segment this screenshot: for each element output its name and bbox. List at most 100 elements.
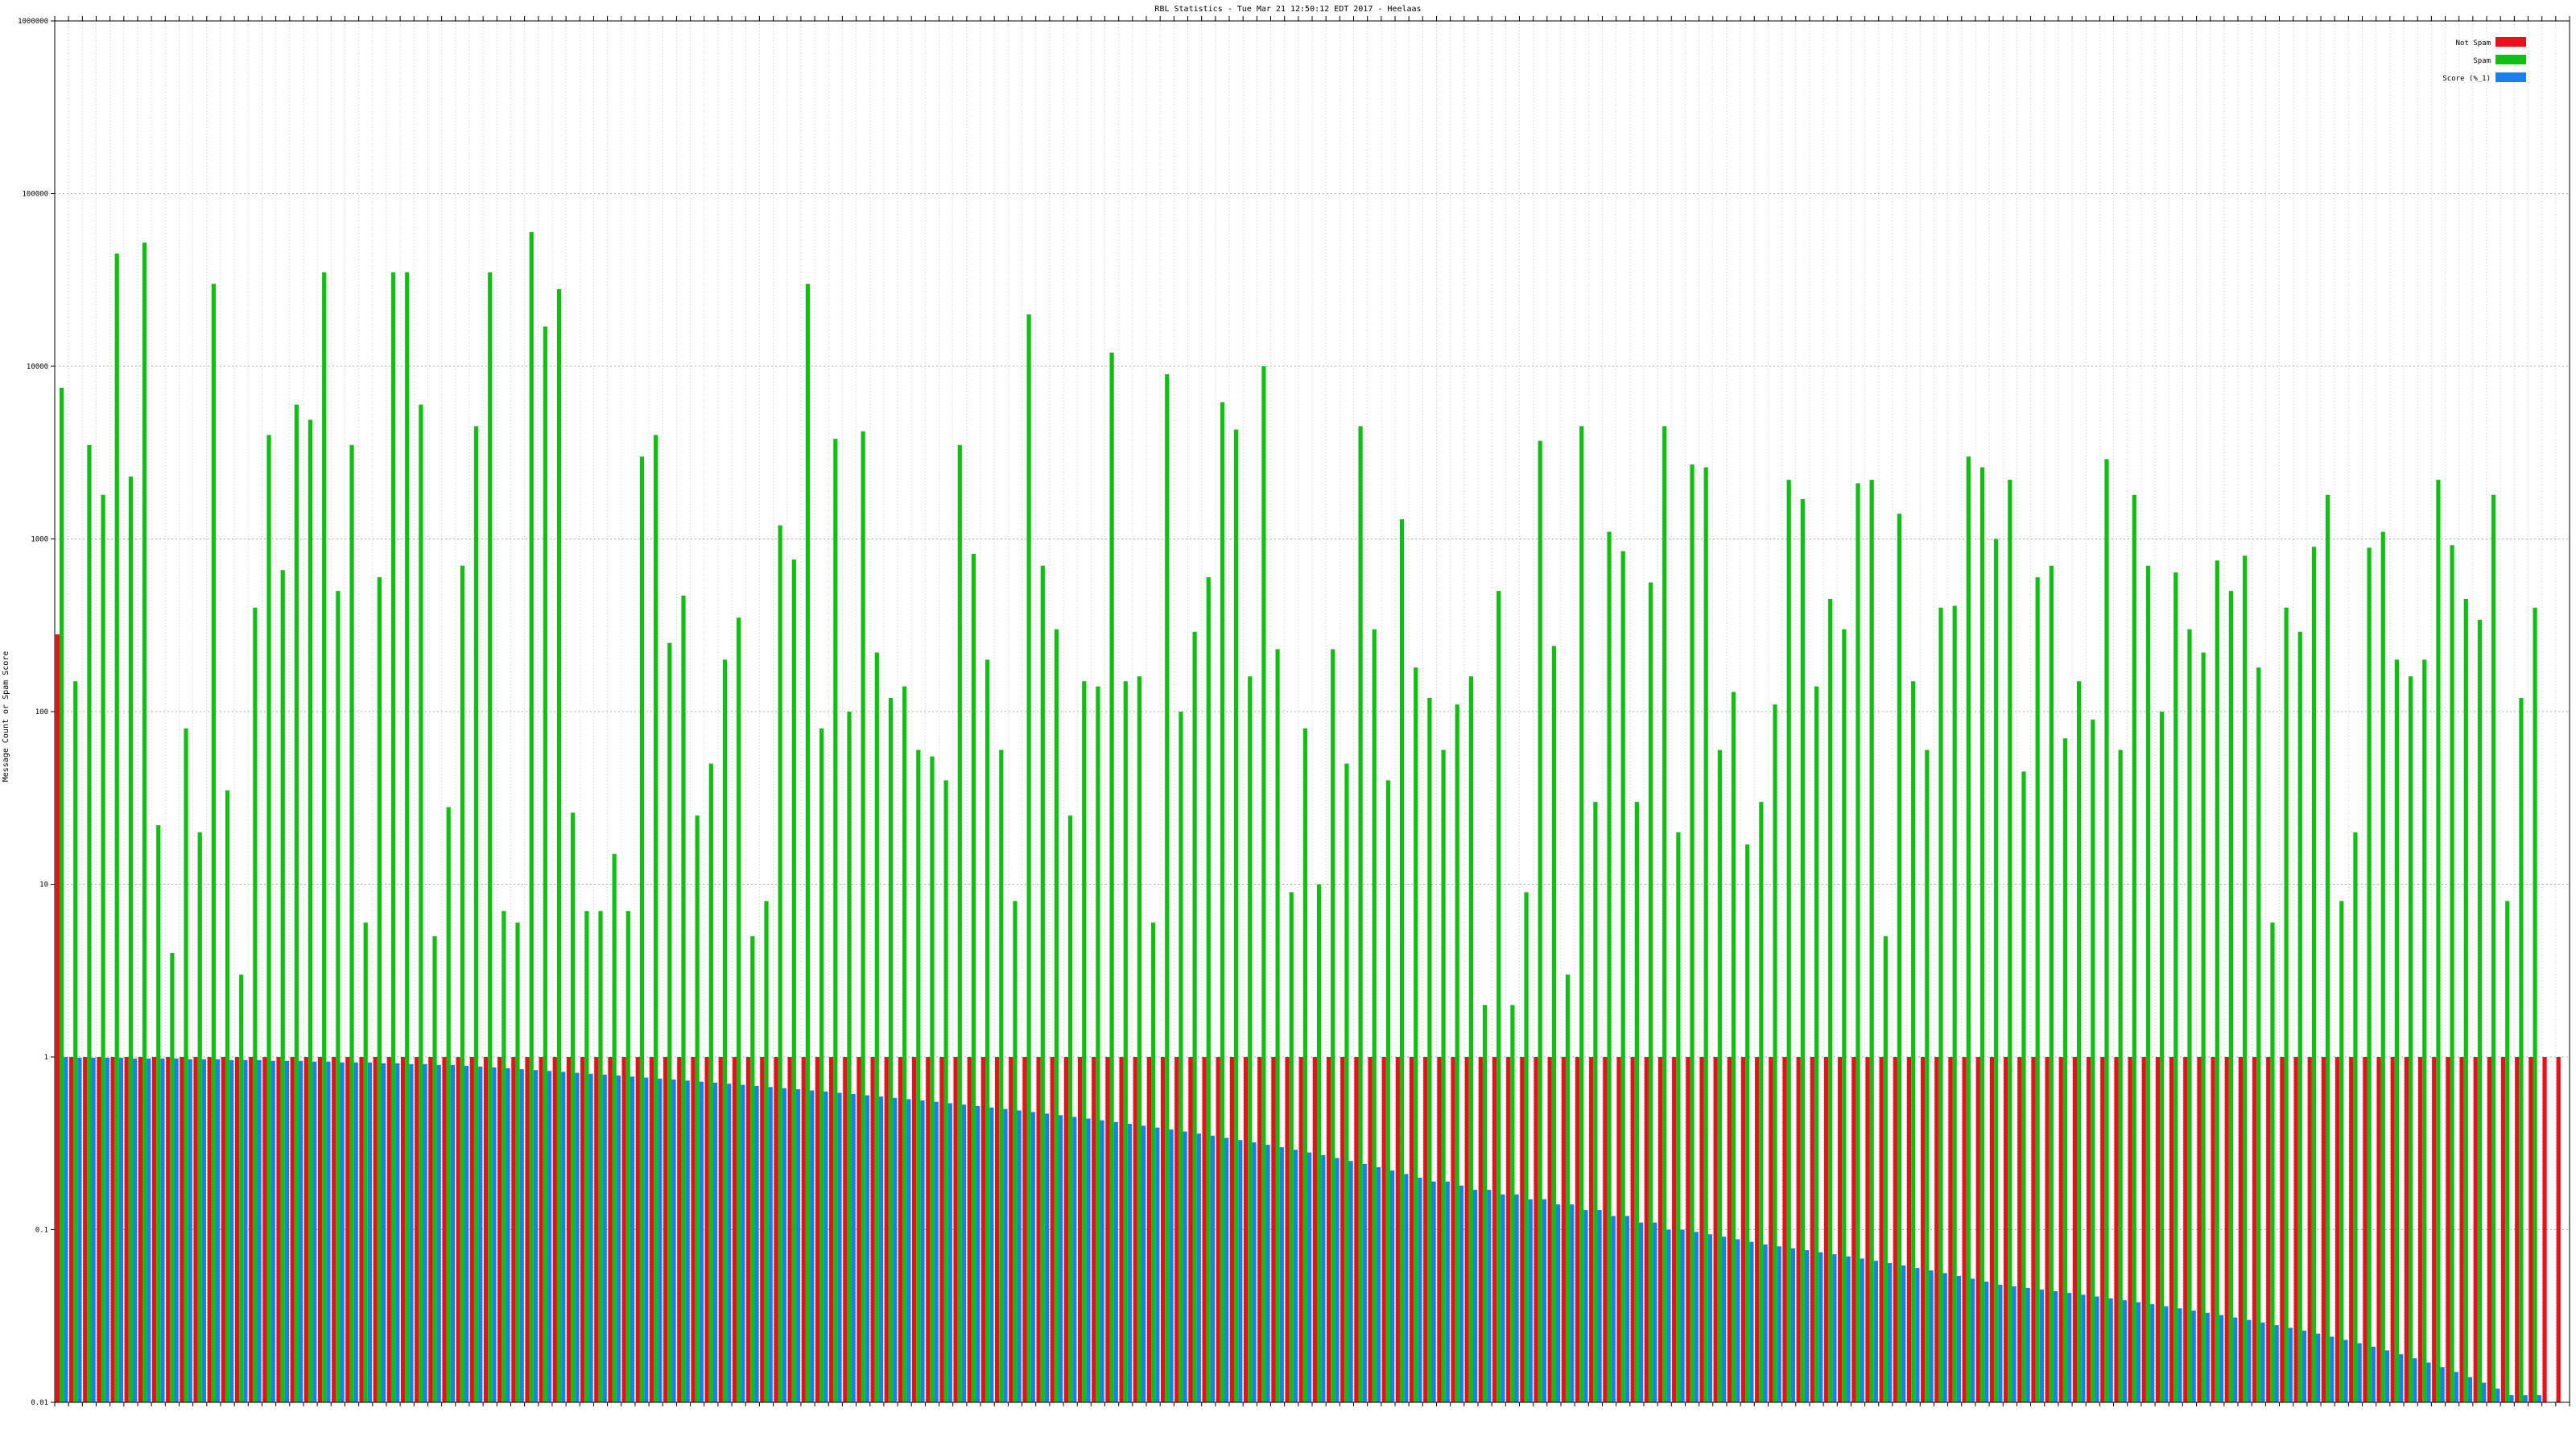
bar-score-1- [367, 1062, 373, 1402]
bar-score-1- [2523, 1395, 2528, 1402]
bar-score-1- [1736, 1239, 1740, 1402]
bar-score-1- [1472, 1190, 1478, 1402]
bar-score-1- [602, 1074, 607, 1402]
y-tick-label: 0.01 [31, 1399, 48, 1407]
bar-score-1- [561, 1071, 566, 1402]
bar-not-spam [663, 1057, 668, 1402]
bar-not-spam [2390, 1057, 2395, 1402]
bar-not-spam [345, 1057, 350, 1402]
bar-not-spam [234, 1057, 240, 1402]
bar-spam [2380, 531, 2385, 1402]
bar-spam [349, 444, 354, 1403]
bar-spam [2215, 560, 2219, 1403]
bar-not-spam [1492, 1057, 1497, 1402]
bar-spam [1165, 374, 1170, 1403]
bar-spam [861, 431, 865, 1403]
bar-not-spam [774, 1057, 778, 1402]
bar-spam [336, 591, 341, 1402]
bar-not-spam [400, 1057, 406, 1402]
bar-not-spam [68, 1057, 74, 1402]
bar-spam [2284, 607, 2289, 1402]
bar-score-1- [1362, 1163, 1367, 1402]
bar-spam [1538, 440, 1542, 1402]
bar-spam [1192, 631, 1197, 1402]
bar-spam [639, 456, 645, 1402]
bar-spam [1938, 607, 1943, 1402]
bar-score-1- [1030, 1112, 1035, 1402]
bar-not-spam [1285, 1057, 1290, 1402]
bar-spam [985, 659, 990, 1402]
bar-score-1- [2150, 1304, 2155, 1402]
bar-spam [750, 936, 755, 1402]
bar-not-spam [2238, 1057, 2244, 1402]
bar-not-spam [2459, 1057, 2464, 1402]
y-tick-label: 100000 [22, 191, 48, 199]
bar-score-1- [1915, 1268, 1920, 1402]
bar-score-1- [215, 1059, 221, 1402]
bar-not-spam [2417, 1057, 2423, 1402]
bar-not-spam [442, 1057, 447, 1402]
bar-score-1- [837, 1092, 842, 1402]
bar-score-1- [671, 1080, 676, 1402]
bar-not-spam [1368, 1057, 1373, 1402]
bar-score-1- [188, 1059, 192, 1402]
bar-score-1- [2191, 1310, 2196, 1402]
bar-spam [2132, 494, 2136, 1402]
bar-score-1- [1459, 1185, 1464, 1402]
bar-not-spam [2487, 1057, 2491, 1402]
bar-score-1- [893, 1097, 898, 1402]
bar-spam [1745, 844, 1750, 1402]
bar-spam [805, 283, 811, 1403]
bar-not-spam [2128, 1057, 2132, 1402]
bar-score-1- [630, 1076, 635, 1402]
bar-spam [737, 617, 741, 1402]
bar-spam [184, 728, 188, 1402]
bar-not-spam [1796, 1057, 1801, 1402]
bar-score-1- [2301, 1330, 2307, 1402]
bar-score-1- [947, 1103, 952, 1402]
bar-not-spam [2114, 1057, 2119, 1402]
bar-spam [432, 936, 437, 1402]
bar-spam [142, 242, 147, 1403]
bar-score-1- [2467, 1377, 2473, 1402]
bar-spam [2477, 619, 2483, 1402]
y-tick-label: 1000 [31, 536, 48, 544]
bar-score-1- [2247, 1319, 2252, 1402]
bar-spam [1759, 802, 1764, 1402]
bar-not-spam [1699, 1057, 1704, 1402]
bar-spam [2394, 659, 2400, 1402]
bar-spam [2021, 771, 2026, 1402]
chart-title: RBL Statistics - Tue Mar 21 12:50:12 EDT… [1154, 5, 1421, 14]
bar-not-spam [276, 1057, 281, 1402]
bar-not-spam [857, 1057, 861, 1402]
bar-score-1- [2233, 1317, 2238, 1402]
bar-spam [2091, 719, 2095, 1402]
bar-score-1- [2509, 1395, 2514, 1402]
bar-not-spam [621, 1057, 626, 1402]
bar-not-spam [1409, 1057, 1414, 1402]
bar-score-1- [2399, 1354, 2404, 1402]
bar-spam [73, 681, 78, 1402]
bar-score-1- [1113, 1121, 1118, 1402]
bar-score-1- [436, 1064, 441, 1402]
bar-score-1- [1790, 1248, 1795, 1402]
bar-not-spam [1395, 1057, 1400, 1402]
bar-spam [1482, 1005, 1488, 1402]
bar-spam [1151, 923, 1156, 1402]
bar-score-1- [105, 1057, 109, 1402]
bar-spam [266, 435, 271, 1402]
bar-not-spam [1009, 1057, 1013, 1402]
bar-not-spam [1036, 1057, 1041, 1402]
bar-spam [1206, 577, 1211, 1402]
bar-not-spam [2334, 1057, 2340, 1402]
bar-spam [1316, 884, 1322, 1402]
bar-score-1- [1100, 1120, 1104, 1402]
bar-spam [156, 825, 161, 1402]
bar-not-spam [939, 1057, 944, 1402]
bar-spam [681, 595, 686, 1402]
bar-spam [460, 565, 464, 1402]
bar-spam [87, 444, 92, 1403]
bar-spam [322, 272, 327, 1403]
bar-score-1- [2122, 1300, 2127, 1402]
